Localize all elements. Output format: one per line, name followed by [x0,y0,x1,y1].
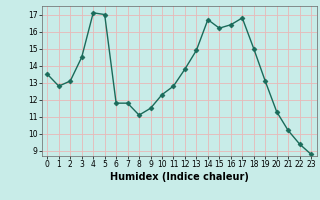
X-axis label: Humidex (Indice chaleur): Humidex (Indice chaleur) [110,172,249,182]
